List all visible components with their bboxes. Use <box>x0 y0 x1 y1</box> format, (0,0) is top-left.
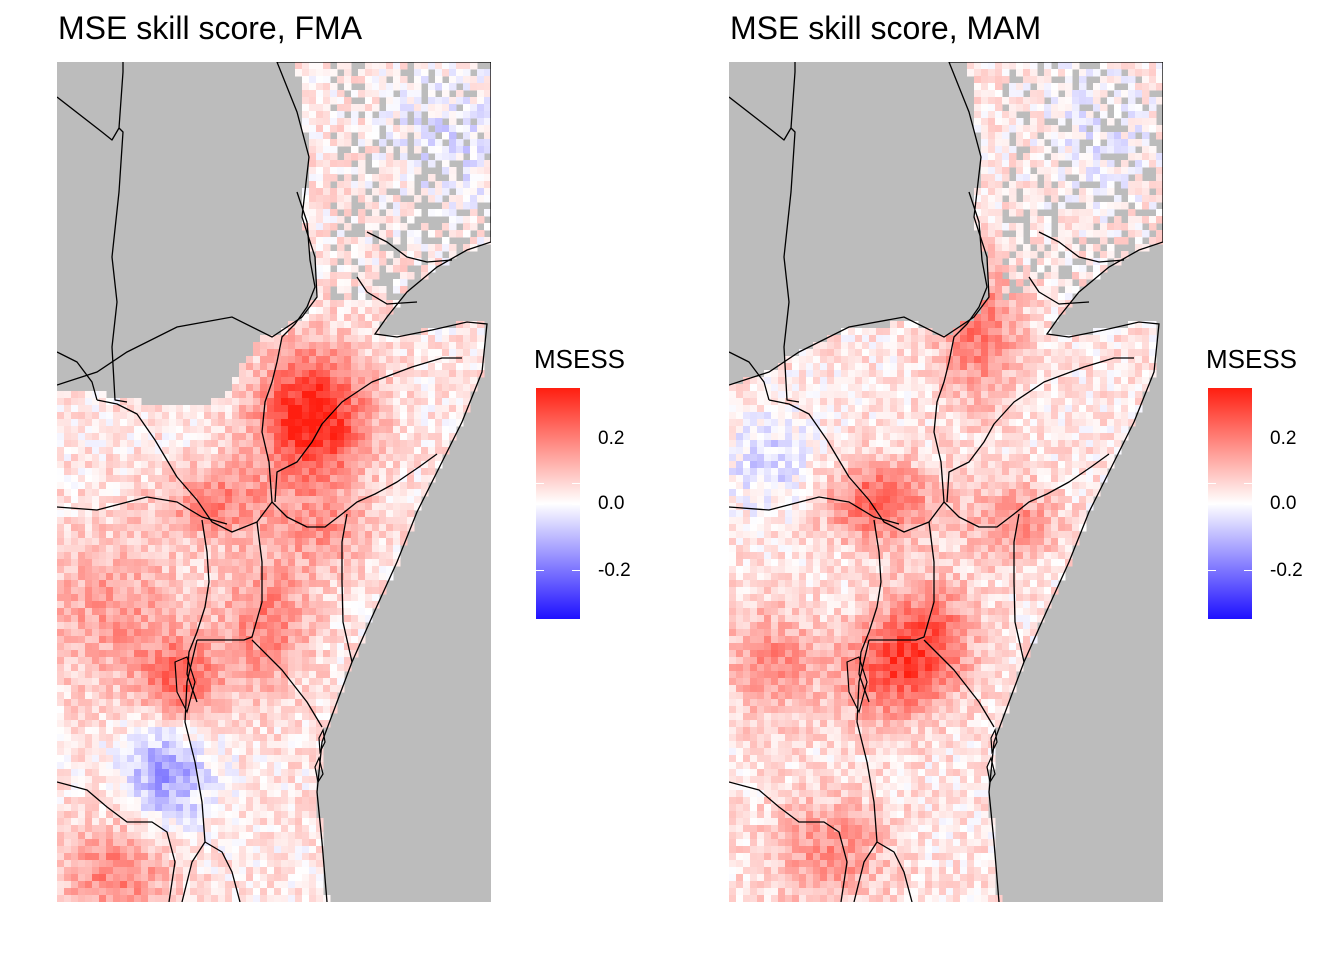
legend-tick <box>1244 504 1252 505</box>
msess-map-fma <box>57 62 491 902</box>
panel-title-fma: MSE skill score, FMA <box>58 10 363 46</box>
legend-mam: MSESS 0.2 0.0 -0.2 <box>1206 344 1326 644</box>
legend-colorbar <box>536 388 580 619</box>
legend-tick <box>1244 570 1252 571</box>
country-borders <box>729 62 1163 902</box>
map-canvas <box>729 62 1163 902</box>
legend-tick <box>572 570 580 571</box>
legend-label-0-0: 0.0 <box>1270 493 1297 514</box>
country-borders <box>57 62 491 902</box>
msess-map-mam <box>729 62 1163 902</box>
panel-title-mam: MSE skill score, MAM <box>730 10 1042 46</box>
legend-label-0-2: 0.2 <box>1270 428 1297 449</box>
map-canvas <box>57 62 491 902</box>
legend-title: MSESS <box>1206 344 1298 374</box>
legend-fma: MSESS 0.2 0.0 -0.2 <box>534 344 654 644</box>
legend-tick <box>1208 570 1216 571</box>
legend-tick <box>1208 504 1216 505</box>
legend-tick <box>536 570 544 571</box>
legend-tick <box>572 483 580 484</box>
legend-tick <box>1244 483 1252 484</box>
legend-label-neg-0-2: -0.2 <box>1270 560 1303 581</box>
msess-grid-cells <box>57 62 491 902</box>
legend-colorbar <box>1208 388 1252 619</box>
legend-tick <box>536 483 544 484</box>
legend-label-0-2: 0.2 <box>598 428 625 449</box>
legend-tick <box>572 504 580 505</box>
legend-label-neg-0-2: -0.2 <box>598 560 631 581</box>
legend-label-0-0: 0.0 <box>598 493 625 514</box>
coastline <box>729 62 1163 902</box>
legend-tick <box>1208 483 1216 484</box>
msess-grid-cells <box>729 62 1163 902</box>
legend-title: MSESS <box>534 344 626 374</box>
legend-tick <box>536 504 544 505</box>
coastline <box>57 62 491 902</box>
